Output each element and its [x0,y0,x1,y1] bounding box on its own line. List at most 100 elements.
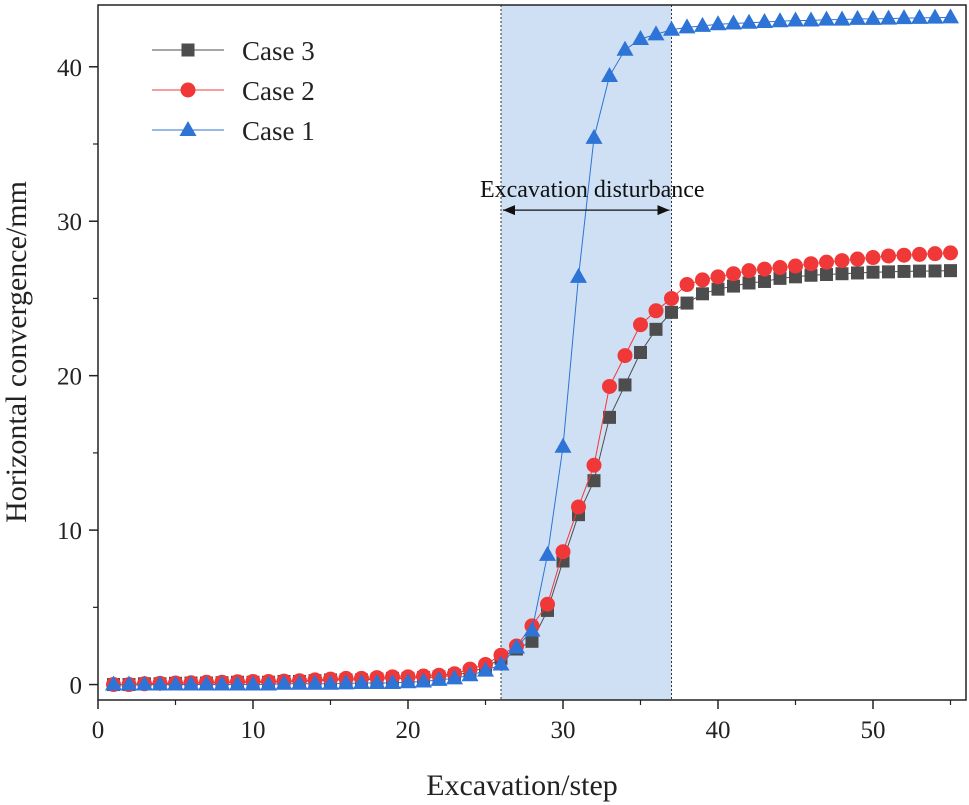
y-tick-label: 10 [57,518,82,545]
data-point-case-1 [926,8,944,24]
data-point-case-1 [275,674,293,690]
x-tick-label: 50 [861,717,886,744]
data-point-case-3 [928,264,942,278]
x-tick-label: 0 [92,717,105,744]
data-point-case-1 [198,675,215,691]
x-tick-label: 30 [551,717,576,744]
data-point-case-3 [742,276,756,290]
ticks-layer: 0 10 20 30 40 50 0 10 20 30 40 [57,55,952,744]
data-point-case-1 [585,128,603,144]
data-point-case-3 [634,346,647,359]
data-point-case-1 [833,10,851,26]
data-point-case-3 [711,282,725,296]
data-point-case-1 [663,20,680,36]
data-point-case-1 [446,669,463,685]
data-point-case-2 [788,258,803,274]
legend-label: Case 3 [242,36,315,66]
data-point-case-2 [555,544,571,560]
data-point-case-2 [927,246,943,262]
data-point-case-1 [492,655,510,671]
data-point-case-1 [539,545,556,561]
series-layer [105,8,959,693]
data-point-case-2 [741,263,757,279]
legend-label: Case 2 [242,76,315,106]
data-point-case-1 [229,675,246,691]
data-point-case-1 [136,675,153,691]
data-point-case-2 [586,457,602,473]
data-point-case-2 [865,250,881,266]
data-point-case-1 [725,14,742,30]
annotation-layer: Excavation disturbance [480,177,705,216]
data-point-case-1 [167,675,184,691]
data-point-case-2 [726,266,741,282]
data-point-case-3 [727,279,740,293]
data-point-case-2 [540,596,555,612]
data-point-case-1 [244,675,262,691]
data-point-case-2 [493,647,509,663]
legend-item-case-1: Case 1 [152,116,315,146]
data-point-case-3 [680,296,694,310]
data-point-case-2 [803,256,819,272]
data-point-case-1 [942,8,959,24]
data-point-case-3 [820,268,833,282]
data-point-case-2 [943,245,958,261]
data-point-case-1 [880,9,897,25]
data-point-case-1 [337,674,355,690]
data-point-case-3 [603,410,616,424]
data-point-case-1 [523,621,541,637]
data-point-case-2 [679,277,695,293]
series-case-1 [105,8,959,691]
data-point-case-1 [864,9,882,25]
data-point-case-1 [802,11,820,27]
data-point-case-3 [773,271,787,285]
data-point-case-2 [850,251,865,267]
axes-layer [97,4,967,701]
data-point-case-1 [291,674,308,690]
data-point-case-1 [399,673,417,689]
data-point-case-3 [882,265,895,279]
data-point-case-1 [632,29,649,45]
legend-marker [181,43,195,57]
data-point-case-1 [601,67,618,83]
data-point-case-1 [415,672,432,688]
plot-frame [97,4,967,701]
data-point-case-1 [570,267,587,283]
data-point-case-1 [818,10,835,26]
data-point-case-3 [913,264,926,278]
data-point-case-1 [756,12,773,28]
data-point-case-2 [772,260,788,276]
data-point-case-2 [664,290,679,306]
annotation-arrowhead-right [657,205,670,216]
y-tick-label: 0 [70,673,83,700]
x-tick-label: 20 [396,717,421,744]
data-point-case-1 [709,15,727,31]
data-point-case-3 [851,266,864,280]
data-point-case-1 [384,674,401,690]
data-point-case-1 [694,16,711,32]
data-point-case-3 [944,264,957,278]
x-tick-label: 10 [241,717,266,744]
y-tick-label: 40 [57,55,82,82]
data-point-case-1 [771,12,789,28]
legend-item-case-3: Case 3 [152,36,315,66]
data-point-case-1 [151,675,169,691]
data-point-case-3 [804,268,818,282]
data-point-case-1 [849,9,866,25]
x-tick-label: 40 [706,717,731,744]
data-point-case-1 [787,11,804,27]
data-point-case-1 [740,13,758,29]
data-point-case-1 [368,674,386,690]
data-point-case-3 [525,634,539,648]
legend-label: Case 1 [242,116,315,146]
legend-marker [179,121,197,136]
data-point-case-3 [665,305,678,319]
y-tick-label: 30 [57,209,82,236]
data-point-case-1 [260,675,277,691]
data-point-case-1 [322,674,339,690]
data-point-case-2 [695,272,710,288]
data-point-case-3 [789,270,802,284]
data-point-case-1 [616,40,634,56]
x-axis-title: Excavation/step [426,769,618,802]
data-point-case-1 [430,670,448,686]
data-point-case-1 [120,675,138,691]
